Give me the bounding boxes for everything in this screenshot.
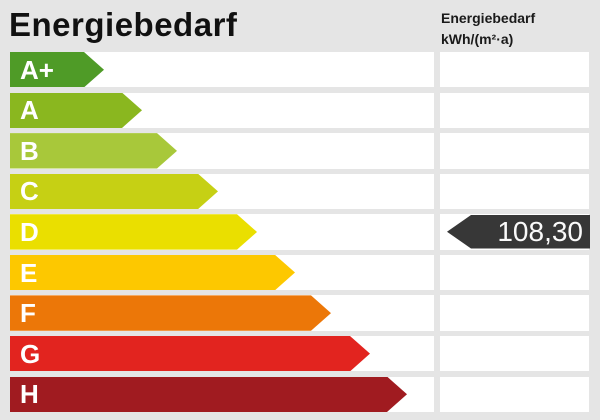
energy-class-arrow: A xyxy=(10,93,142,128)
energy-class-label: C xyxy=(20,176,39,207)
page-title: Energiebedarf xyxy=(9,6,238,43)
energy-class-label: A xyxy=(20,95,39,126)
value-box xyxy=(440,295,589,331)
value-box xyxy=(440,92,589,128)
energy-class-arrow: G xyxy=(10,336,370,371)
value-box xyxy=(440,254,589,291)
unit-header-line1: Energiebedarf xyxy=(441,10,536,26)
value-box xyxy=(440,335,589,372)
energy-class-arrow: C xyxy=(10,174,218,209)
value-marker-text: 108,30 xyxy=(497,215,583,247)
energy-class-arrow: E xyxy=(10,255,295,290)
energy-class-label: F xyxy=(20,298,36,329)
unit-header: Energiebedarf kWh/(m²·a) xyxy=(441,8,535,50)
unit-header-line2: kWh/(m²·a) xyxy=(441,31,514,47)
energy-class-arrow: F xyxy=(10,295,331,330)
value-box xyxy=(440,173,589,210)
energy-class-row: H xyxy=(0,376,600,412)
energy-scale: A+ A B C D E xyxy=(0,52,600,420)
energy-class-row: G xyxy=(0,335,600,372)
value-box xyxy=(440,52,589,88)
energy-class-label: E xyxy=(20,257,38,288)
energy-class-arrow: H xyxy=(10,377,407,412)
energy-class-arrow: D xyxy=(10,214,257,249)
energy-class-label: A+ xyxy=(20,54,54,85)
energy-class-row: B xyxy=(0,133,600,169)
energy-class-arrow: A+ xyxy=(10,52,104,87)
energy-class-label: G xyxy=(20,338,41,369)
energy-class-row: C xyxy=(0,173,600,210)
energy-class-row: A xyxy=(0,92,600,128)
energy-class-row: A+ xyxy=(0,52,600,88)
value-box xyxy=(440,133,589,169)
energy-class-label: H xyxy=(20,379,39,410)
value-marker: 108,30 xyxy=(447,215,590,249)
energy-class-row: E xyxy=(0,254,600,291)
energy-class-arrow: B xyxy=(10,133,177,168)
energy-class-row: F xyxy=(0,295,600,331)
energy-class-label: B xyxy=(20,135,39,166)
value-box xyxy=(440,376,589,412)
energy-class-label: D xyxy=(20,216,39,247)
